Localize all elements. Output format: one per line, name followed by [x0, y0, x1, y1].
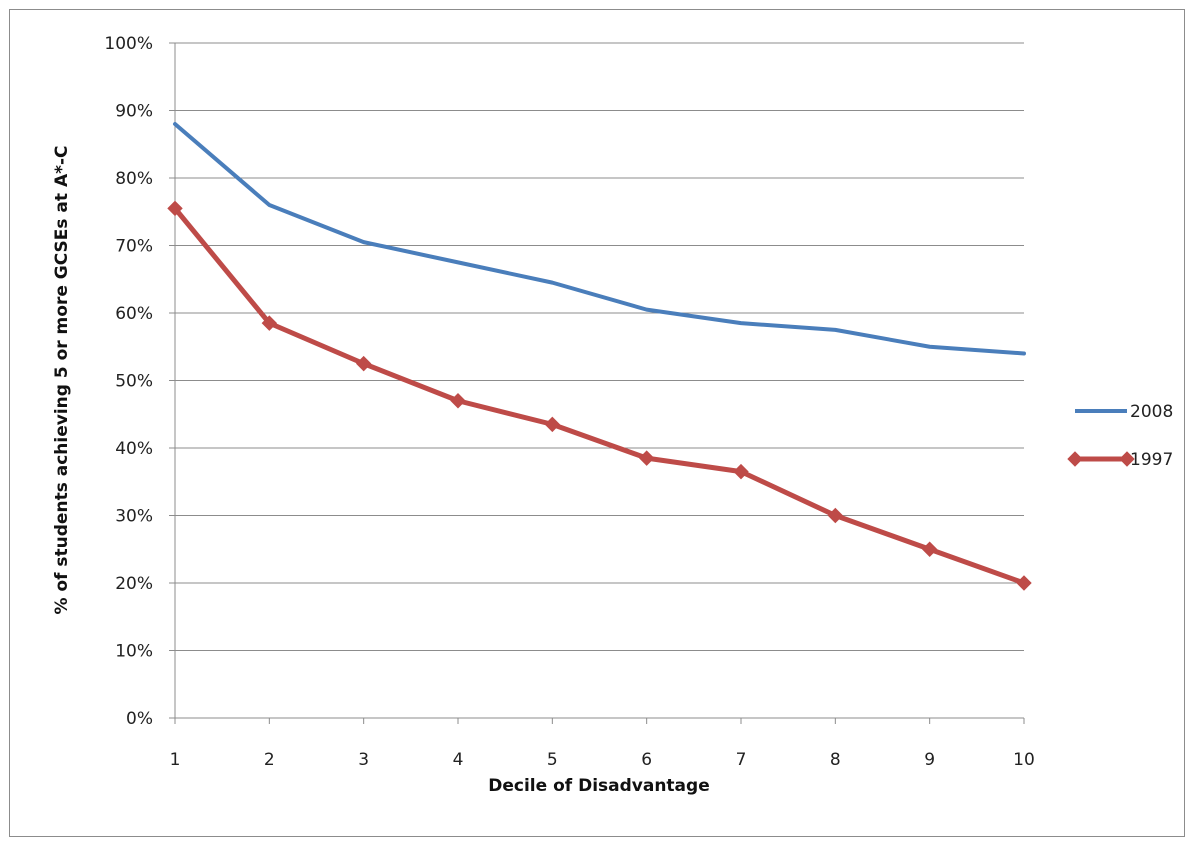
- y-tick-label: 30%: [115, 507, 153, 527]
- x-tick-label: 4: [453, 750, 464, 770]
- x-tick-label: 2: [264, 750, 275, 770]
- legend-item-1997: 1997: [1067, 450, 1173, 470]
- y-tick-label: 0%: [126, 709, 153, 729]
- x-tick-label: 8: [830, 750, 841, 770]
- y-tick-label: 100%: [104, 34, 153, 54]
- y-tick-label: 10%: [115, 642, 153, 662]
- chart-frame: [9, 9, 1185, 837]
- gridlines: [175, 42, 1024, 651]
- data-point-1997: [1016, 575, 1032, 591]
- data-point-1997: [733, 463, 749, 480]
- x-axis-title: Decile of Disadvantage: [488, 776, 709, 796]
- legend-marker-1997: [1067, 451, 1083, 467]
- data-point-1997: [355, 355, 372, 372]
- data-point-1997: [638, 450, 655, 466]
- data-point-1997: [261, 315, 278, 331]
- series-1997: [167, 200, 1032, 591]
- legend-item-2008: 2008: [1075, 402, 1173, 422]
- x-tick-label: 9: [924, 750, 935, 770]
- x-axis-ticks: 1 2 3 4 5 6 7 8 9 10: [170, 718, 1035, 770]
- x-tick-label: 3: [358, 750, 369, 770]
- legend-marker-1997: [1119, 451, 1135, 467]
- x-tick-label: 1: [170, 750, 181, 770]
- y-axis-ticks: 0% 10% 20% 30% 40% 50% 60% 70% 80% 90% 100%: [104, 34, 175, 729]
- y-tick-label: 80%: [115, 169, 153, 189]
- x-tick-label: 10: [1013, 750, 1035, 770]
- y-tick-label: 40%: [115, 439, 153, 459]
- y-axis-title: % of students achieving 5 or more GCSEs …: [52, 145, 72, 614]
- data-point-1997: [167, 200, 183, 217]
- y-tick-label: 90%: [115, 102, 153, 122]
- x-tick-label: 5: [547, 750, 558, 770]
- series-layer: [167, 122, 1032, 591]
- x-tick-label: 7: [736, 750, 747, 770]
- y-tick-label: 60%: [115, 304, 153, 324]
- x-tick-label: 6: [641, 750, 652, 770]
- data-point-1997: [827, 507, 844, 524]
- data-point-1997: [921, 541, 938, 557]
- legend: 2008 1997: [1067, 402, 1173, 470]
- legend-label-2008: 2008: [1130, 402, 1173, 422]
- y-tick-label: 20%: [115, 574, 153, 594]
- data-point-1997: [544, 416, 561, 433]
- series-2008: [173, 122, 1026, 356]
- legend-label-1997: 1997: [1130, 450, 1173, 470]
- data-point-1997: [450, 393, 466, 409]
- series-line-2008: [173, 122, 1026, 356]
- y-tick-label: 70%: [115, 237, 153, 257]
- y-tick-label: 50%: [115, 372, 153, 392]
- series-line-1997: [172, 205, 1027, 586]
